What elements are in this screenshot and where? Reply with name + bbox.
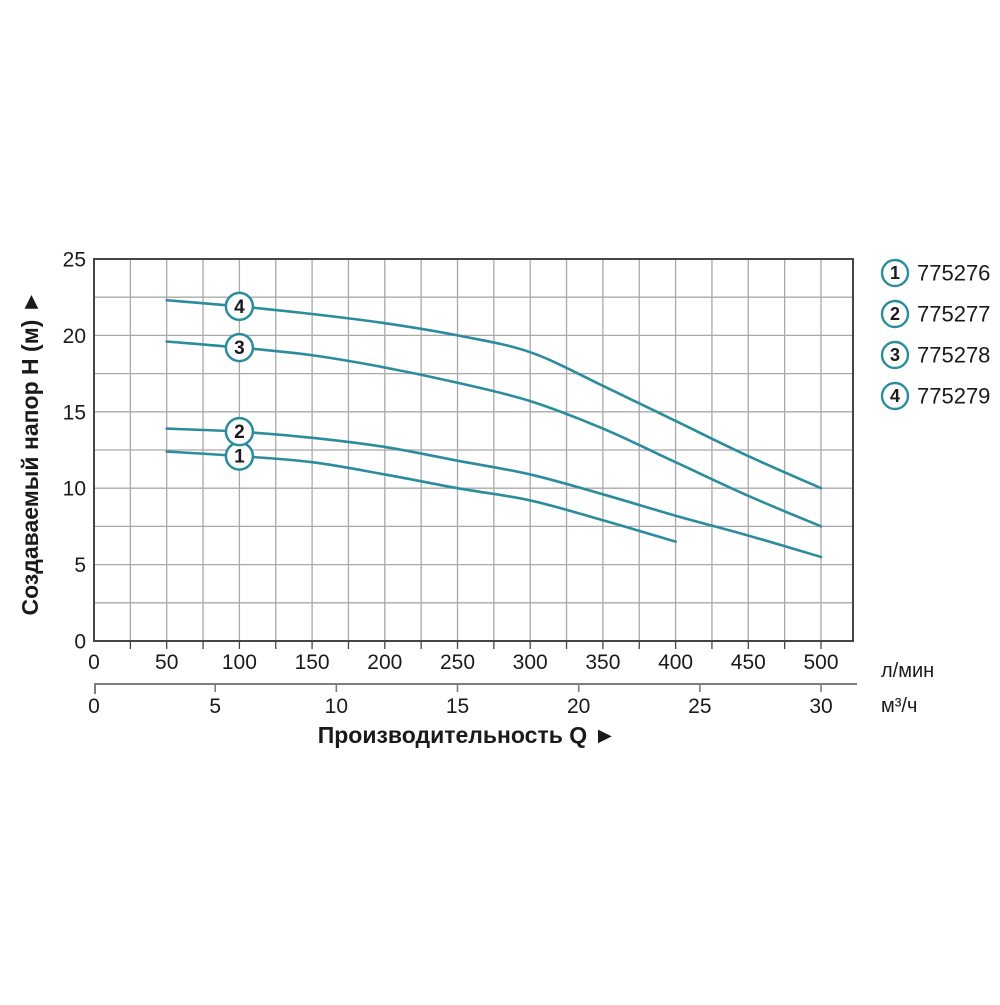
x-tick-label-450: 450: [731, 651, 766, 674]
unit-label-m3h: м³/ч: [881, 695, 917, 717]
x-tick-label-350: 350: [585, 651, 620, 674]
tick-labels: 0 50 100 150 200 250 300 350 400 450 5000510152025…: [63, 249, 839, 719]
curve-marker-circle-4: [224, 291, 255, 322]
curve-marker-circle-2: [224, 416, 255, 447]
legend-number-circle-2: [880, 299, 910, 329]
legend-label-775278: 775278: [917, 343, 990, 368]
legend-number-circle-3: [880, 340, 910, 370]
curve-marker-number-3: 3: [234, 338, 245, 359]
legend-number-circle-4: [880, 381, 910, 411]
legend-number-2: 2: [890, 304, 900, 324]
x2-tick-label-30: 30: [809, 695, 832, 718]
y-tick-label-20: 20: [63, 325, 86, 348]
x2-tick-label-15: 15: [446, 695, 469, 718]
curve-number-markers: 1 2 3 4: [224, 291, 255, 471]
legend-label-775279: 775279: [917, 384, 990, 409]
x-tick-label-400: 400: [658, 651, 693, 674]
pump-curves: [165, 298, 823, 559]
x-axis-title: Производительность Q ►: [318, 722, 617, 748]
x-tick-label-250: 250: [440, 651, 475, 674]
legend: 1 775276 2 775277 3 775278 4 775279: [880, 258, 990, 411]
x-tick-label-150: 150: [295, 651, 330, 674]
plot-frame: [93, 258, 854, 649]
curve-marker-number-2: 2: [234, 422, 245, 443]
x-tick-label-0: 0: [88, 651, 100, 674]
x2-tick-label-10: 10: [325, 695, 348, 718]
plot-border: [93, 258, 854, 642]
secondary-axis-m3h: [94, 683, 857, 694]
legend-label-775276: 775276: [917, 261, 990, 286]
gridlines: [94, 259, 853, 641]
x-tick-label-500: 500: [803, 651, 838, 674]
x2-tick-label-5: 5: [209, 695, 221, 718]
x2-tick-label-20: 20: [567, 695, 590, 718]
y-tick-label-5: 5: [74, 554, 86, 577]
legend-number-4: 4: [890, 386, 900, 406]
x-tick-label-100: 100: [222, 651, 257, 674]
x-tick-label-50: 50: [155, 651, 178, 674]
legend-item-775277: 2 775277: [880, 299, 990, 329]
x2-tick-label-0: 0: [88, 695, 100, 718]
legend-label-775277: 775277: [917, 302, 990, 327]
curve-775279: [165, 298, 823, 490]
legend-item-775276: 1 775276: [880, 258, 990, 288]
legend-number-1: 1: [890, 263, 900, 283]
y-tick-label-0: 0: [74, 631, 86, 654]
x-tick-label-300: 300: [513, 651, 548, 674]
curve-marker-number-1: 1: [234, 447, 245, 468]
unit-label-lmin: л/мин: [881, 660, 934, 682]
curve-775278: [165, 340, 823, 528]
legend-number-circle-1: [880, 258, 910, 288]
curve-775277: [165, 427, 823, 559]
y-tick-label-10: 10: [63, 478, 86, 501]
y-axis-title: Создаваемый напор H (м) ►: [17, 290, 43, 615]
legend-number-3: 3: [890, 345, 900, 365]
curve-marker-number-4: 4: [234, 297, 245, 318]
x-tick-label-200: 200: [367, 651, 402, 674]
curve-marker-circle-3: [224, 332, 255, 363]
legend-item-775279: 4 775279: [880, 381, 990, 411]
y-tick-label-25: 25: [63, 249, 86, 272]
legend-item-775278: 3 775278: [880, 340, 990, 370]
x2-tick-label-25: 25: [688, 695, 711, 718]
y-tick-label-15: 15: [63, 401, 86, 424]
